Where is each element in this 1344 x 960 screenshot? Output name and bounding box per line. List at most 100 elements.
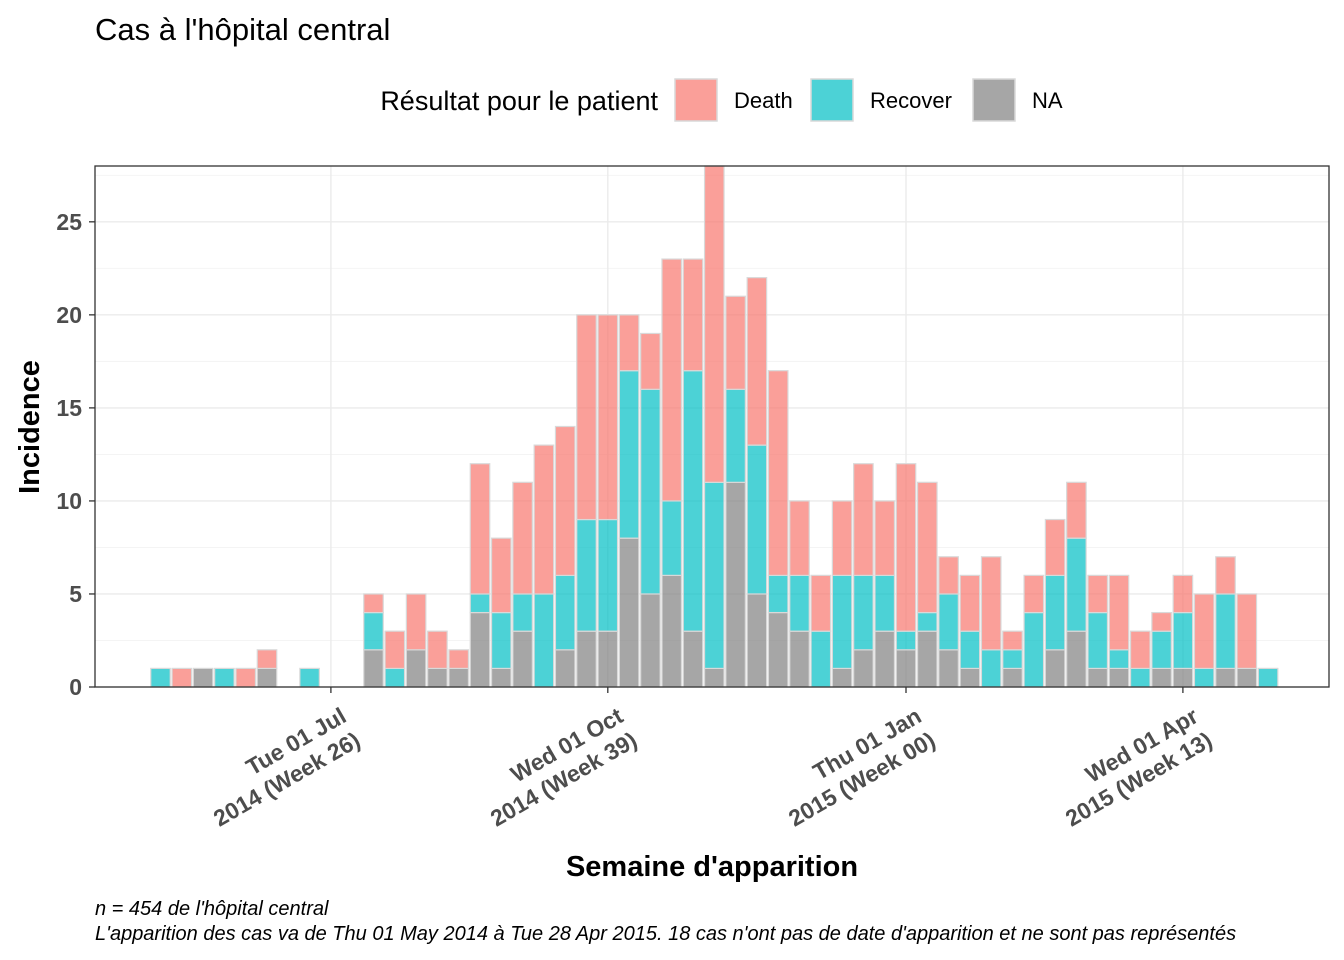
bar-recover-week-15 bbox=[469, 593, 491, 614]
bar-death-week-51 bbox=[1236, 593, 1258, 669]
bar-na-week-13 bbox=[427, 667, 448, 688]
bar-recover-week-25 bbox=[682, 370, 704, 632]
y-tick-label: 10 bbox=[56, 488, 82, 514]
y-tick-label: 25 bbox=[56, 209, 82, 235]
bar-death-week-21 bbox=[597, 314, 619, 521]
bar-death-week-30 bbox=[789, 500, 810, 576]
bar-na-week-36 bbox=[916, 630, 938, 688]
bar-recover-week-27 bbox=[725, 388, 746, 483]
bar-death-week-11 bbox=[384, 630, 406, 669]
bar-recover-week-19 bbox=[554, 574, 576, 651]
bar-recover-week-43 bbox=[1066, 537, 1087, 632]
bar-recover-week-22 bbox=[618, 370, 640, 539]
bar-recover-week-30 bbox=[789, 574, 810, 632]
bar-na-week-25 bbox=[682, 630, 704, 688]
legend-key-recover bbox=[810, 78, 854, 122]
legend-label-na: NA bbox=[1032, 88, 1063, 113]
bar-death-week-31 bbox=[810, 574, 832, 632]
y-tick-label: 5 bbox=[69, 581, 82, 607]
bar-death-week-22 bbox=[618, 314, 640, 372]
bar-death-week-27 bbox=[725, 295, 746, 390]
bar-death-week-32 bbox=[831, 500, 853, 576]
bar-recover-week-32 bbox=[831, 574, 853, 669]
bar-recover-week-29 bbox=[767, 574, 789, 614]
legend-key-na bbox=[972, 78, 1016, 122]
bar-na-week-20 bbox=[576, 630, 597, 688]
bar-death-week-23 bbox=[640, 332, 661, 390]
bar-na-week-48 bbox=[1172, 667, 1194, 688]
bar-death-week-18 bbox=[533, 444, 555, 595]
bar-na-week-28 bbox=[746, 593, 768, 688]
bar-death-week-43 bbox=[1066, 481, 1087, 539]
bar-recover-week-46 bbox=[1129, 667, 1151, 688]
bar-death-week-40 bbox=[1002, 630, 1023, 651]
x-axis-title: Semaine d'apparition bbox=[566, 851, 858, 883]
bar-death-week-33 bbox=[853, 463, 874, 576]
bar-recover-week-26 bbox=[703, 481, 725, 669]
bar-na-week-17 bbox=[512, 630, 533, 688]
bar-death-week-41 bbox=[1023, 574, 1045, 614]
bar-death-week-45 bbox=[1108, 574, 1130, 651]
y-axis-title: Incidence bbox=[14, 360, 46, 494]
bar-death-week-39 bbox=[980, 556, 1002, 651]
bar-na-week-35 bbox=[895, 649, 917, 688]
bar-recover-week-42 bbox=[1044, 574, 1066, 651]
bar-death-week-4 bbox=[235, 667, 257, 688]
bar-recover-week-0 bbox=[150, 667, 171, 688]
bar-na-week-19 bbox=[554, 649, 576, 688]
bar-na-week-27 bbox=[725, 481, 746, 688]
bar-na-week-42 bbox=[1044, 649, 1066, 688]
bar-na-week-44 bbox=[1087, 667, 1109, 688]
bar-death-week-42 bbox=[1044, 518, 1066, 576]
bar-recover-week-45 bbox=[1108, 649, 1130, 669]
bar-recover-week-24 bbox=[661, 500, 683, 576]
bar-na-week-37 bbox=[938, 649, 959, 688]
bar-death-week-20 bbox=[576, 314, 597, 521]
bar-death-week-35 bbox=[895, 463, 917, 632]
legend-key-death bbox=[674, 78, 718, 122]
bar-recover-week-21 bbox=[597, 518, 619, 632]
caption-line-1: n = 454 de l'hôpital central bbox=[95, 898, 329, 920]
bar-recover-week-50 bbox=[1215, 593, 1236, 669]
bar-recover-week-44 bbox=[1087, 611, 1109, 669]
chart-title: Cas à l'hôpital central bbox=[95, 12, 390, 47]
bar-na-week-15 bbox=[469, 611, 491, 688]
bar-death-week-29 bbox=[767, 370, 789, 576]
bar-death-week-10 bbox=[363, 593, 384, 614]
bar-death-week-12 bbox=[405, 593, 427, 651]
bar-na-week-47 bbox=[1151, 667, 1172, 688]
bar-death-week-46 bbox=[1129, 630, 1151, 669]
bar-death-week-16 bbox=[490, 537, 512, 614]
bar-recover-week-38 bbox=[959, 630, 981, 669]
y-axis: 0 5 10 15 20 25 bbox=[56, 209, 95, 700]
bar-death-week-36 bbox=[916, 481, 938, 614]
plot-border bbox=[94, 165, 1330, 688]
bar-na-week-43 bbox=[1066, 630, 1087, 688]
bar-death-week-17 bbox=[512, 481, 533, 595]
bar-na-week-14 bbox=[448, 667, 470, 688]
bar-recover-week-39 bbox=[980, 649, 1002, 688]
bar-recover-week-41 bbox=[1023, 611, 1045, 688]
legend-label-death: Death bbox=[734, 88, 793, 113]
bar-death-week-1 bbox=[171, 667, 193, 688]
bar-recover-week-52 bbox=[1257, 667, 1279, 688]
caption-line-2: L'apparition des cas va de Thu 01 May 20… bbox=[95, 923, 1236, 945]
bar-recover-week-28 bbox=[746, 444, 768, 595]
bar-na-week-38 bbox=[959, 667, 981, 688]
bar-recover-week-10 bbox=[363, 611, 384, 651]
bar-na-week-26 bbox=[703, 667, 725, 688]
bar-na-week-23 bbox=[640, 593, 661, 688]
bar-recover-week-16 bbox=[490, 611, 512, 669]
bar-recover-week-11 bbox=[384, 667, 406, 688]
bar-death-week-48 bbox=[1172, 574, 1194, 614]
bar-na-week-12 bbox=[405, 649, 427, 688]
bar-na-week-2 bbox=[192, 667, 214, 688]
bar-na-week-24 bbox=[661, 574, 683, 688]
bar-na-week-22 bbox=[618, 537, 640, 688]
bar-na-week-16 bbox=[490, 667, 512, 688]
